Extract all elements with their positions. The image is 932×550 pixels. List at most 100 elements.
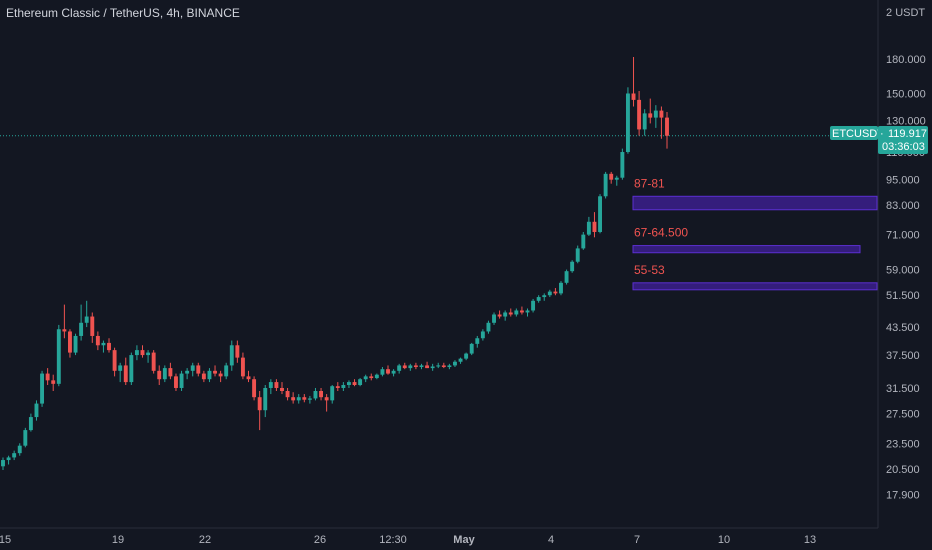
candle-body: [480, 331, 485, 339]
candle: [358, 378, 363, 387]
candle: [101, 340, 106, 353]
candle-body: [17, 445, 22, 454]
candle: [419, 363, 424, 370]
candle-body: [486, 322, 491, 332]
price-tick-label: 83.000: [886, 200, 920, 212]
candle-body: [12, 453, 17, 458]
candle-body: [581, 234, 586, 249]
candle: [218, 370, 223, 383]
candle: [553, 288, 558, 296]
candle: [519, 306, 524, 315]
price-tick-label: 150.000: [886, 88, 926, 100]
candle-body: [391, 370, 396, 374]
candle-body: [56, 329, 61, 384]
candle: [581, 231, 586, 250]
candle: [107, 338, 111, 353]
candle: [430, 363, 435, 371]
candle-body: [614, 177, 619, 180]
candle-body: [653, 110, 658, 118]
candle-body: [240, 357, 245, 377]
candle-body: [246, 376, 251, 380]
candle-body: [263, 387, 268, 411]
candle-body: [140, 350, 145, 356]
candle: [151, 350, 156, 374]
candle: [625, 87, 630, 154]
time-tick-label: May: [453, 534, 475, 546]
candle-body: [101, 342, 106, 346]
candle-body: [28, 417, 33, 431]
candle-body: [62, 329, 67, 332]
candle-body: [313, 391, 318, 399]
time-tick-label: 7: [634, 534, 640, 546]
support-zone-box[interactable]: [632, 245, 861, 254]
candle-body: [592, 221, 597, 232]
candle: [603, 171, 608, 199]
candle: [257, 391, 262, 431]
candle: [497, 310, 502, 319]
chart-title: Ethereum Classic / TetherUS, 4h, BINANCE: [6, 6, 240, 20]
candle-body: [185, 370, 190, 374]
candle-body: [73, 335, 78, 353]
candle-body: [564, 271, 569, 283]
support-zone-label: 55-53: [634, 263, 665, 277]
candle-body: [514, 310, 519, 315]
support-zone-box[interactable]: [632, 282, 878, 291]
candle: [341, 382, 346, 392]
candle-body: [1, 460, 5, 467]
candle: [508, 308, 513, 317]
candle: [637, 90, 642, 136]
candle-body: [274, 382, 279, 388]
candle-body: [531, 300, 536, 311]
candle: [68, 329, 72, 358]
candle: [246, 370, 251, 383]
candle-body: [90, 316, 95, 336]
time-tick-label: 26: [314, 534, 326, 546]
price-axis-unit[interactable]: 2 USDT: [886, 7, 925, 19]
support-zone-box[interactable]: [632, 195, 878, 211]
candle-body: [425, 365, 430, 369]
candle: [240, 352, 245, 380]
candle: [386, 365, 390, 375]
candle-body: [84, 316, 89, 323]
candle-body: [45, 373, 50, 381]
candle: [480, 329, 485, 341]
candle-body: [229, 345, 234, 366]
candle-body: [319, 391, 324, 398]
candle-body: [296, 397, 301, 401]
candle: [268, 379, 273, 395]
candle: [665, 111, 669, 149]
candle: [363, 374, 368, 383]
candle: [492, 312, 496, 325]
candle: [179, 370, 184, 392]
candle: [118, 362, 123, 383]
candle-body: [218, 373, 223, 377]
candle: [84, 300, 89, 328]
candle: [123, 357, 128, 386]
candle: [447, 363, 452, 370]
candle-body: [268, 382, 273, 388]
candle-body: [201, 373, 206, 380]
candle-body: [107, 342, 111, 351]
candle: [659, 106, 664, 139]
candle: [302, 394, 307, 403]
candle: [45, 368, 50, 386]
candle: [296, 394, 301, 404]
candle-body: [547, 291, 552, 296]
candle-body: [380, 369, 385, 375]
candle-body: [151, 352, 156, 371]
candle-body: [458, 358, 463, 362]
candle: [391, 369, 396, 377]
candle-body: [397, 365, 402, 371]
price-axis[interactable]: 180.000150.000130.000110.00095.00083.000…: [886, 54, 926, 502]
candle-body: [542, 295, 547, 298]
candle-body: [79, 322, 84, 336]
candle-body: [324, 397, 329, 401]
candle: [285, 387, 290, 401]
time-tick-label: 12:30: [379, 534, 407, 546]
time-axis[interactable]: 15 19 22 26 12:30 May 4 7 10 13: [0, 534, 816, 546]
candle: [207, 368, 212, 383]
candle: [56, 324, 61, 387]
time-tick-label: 15: [0, 534, 11, 546]
candle-body: [408, 365, 413, 369]
